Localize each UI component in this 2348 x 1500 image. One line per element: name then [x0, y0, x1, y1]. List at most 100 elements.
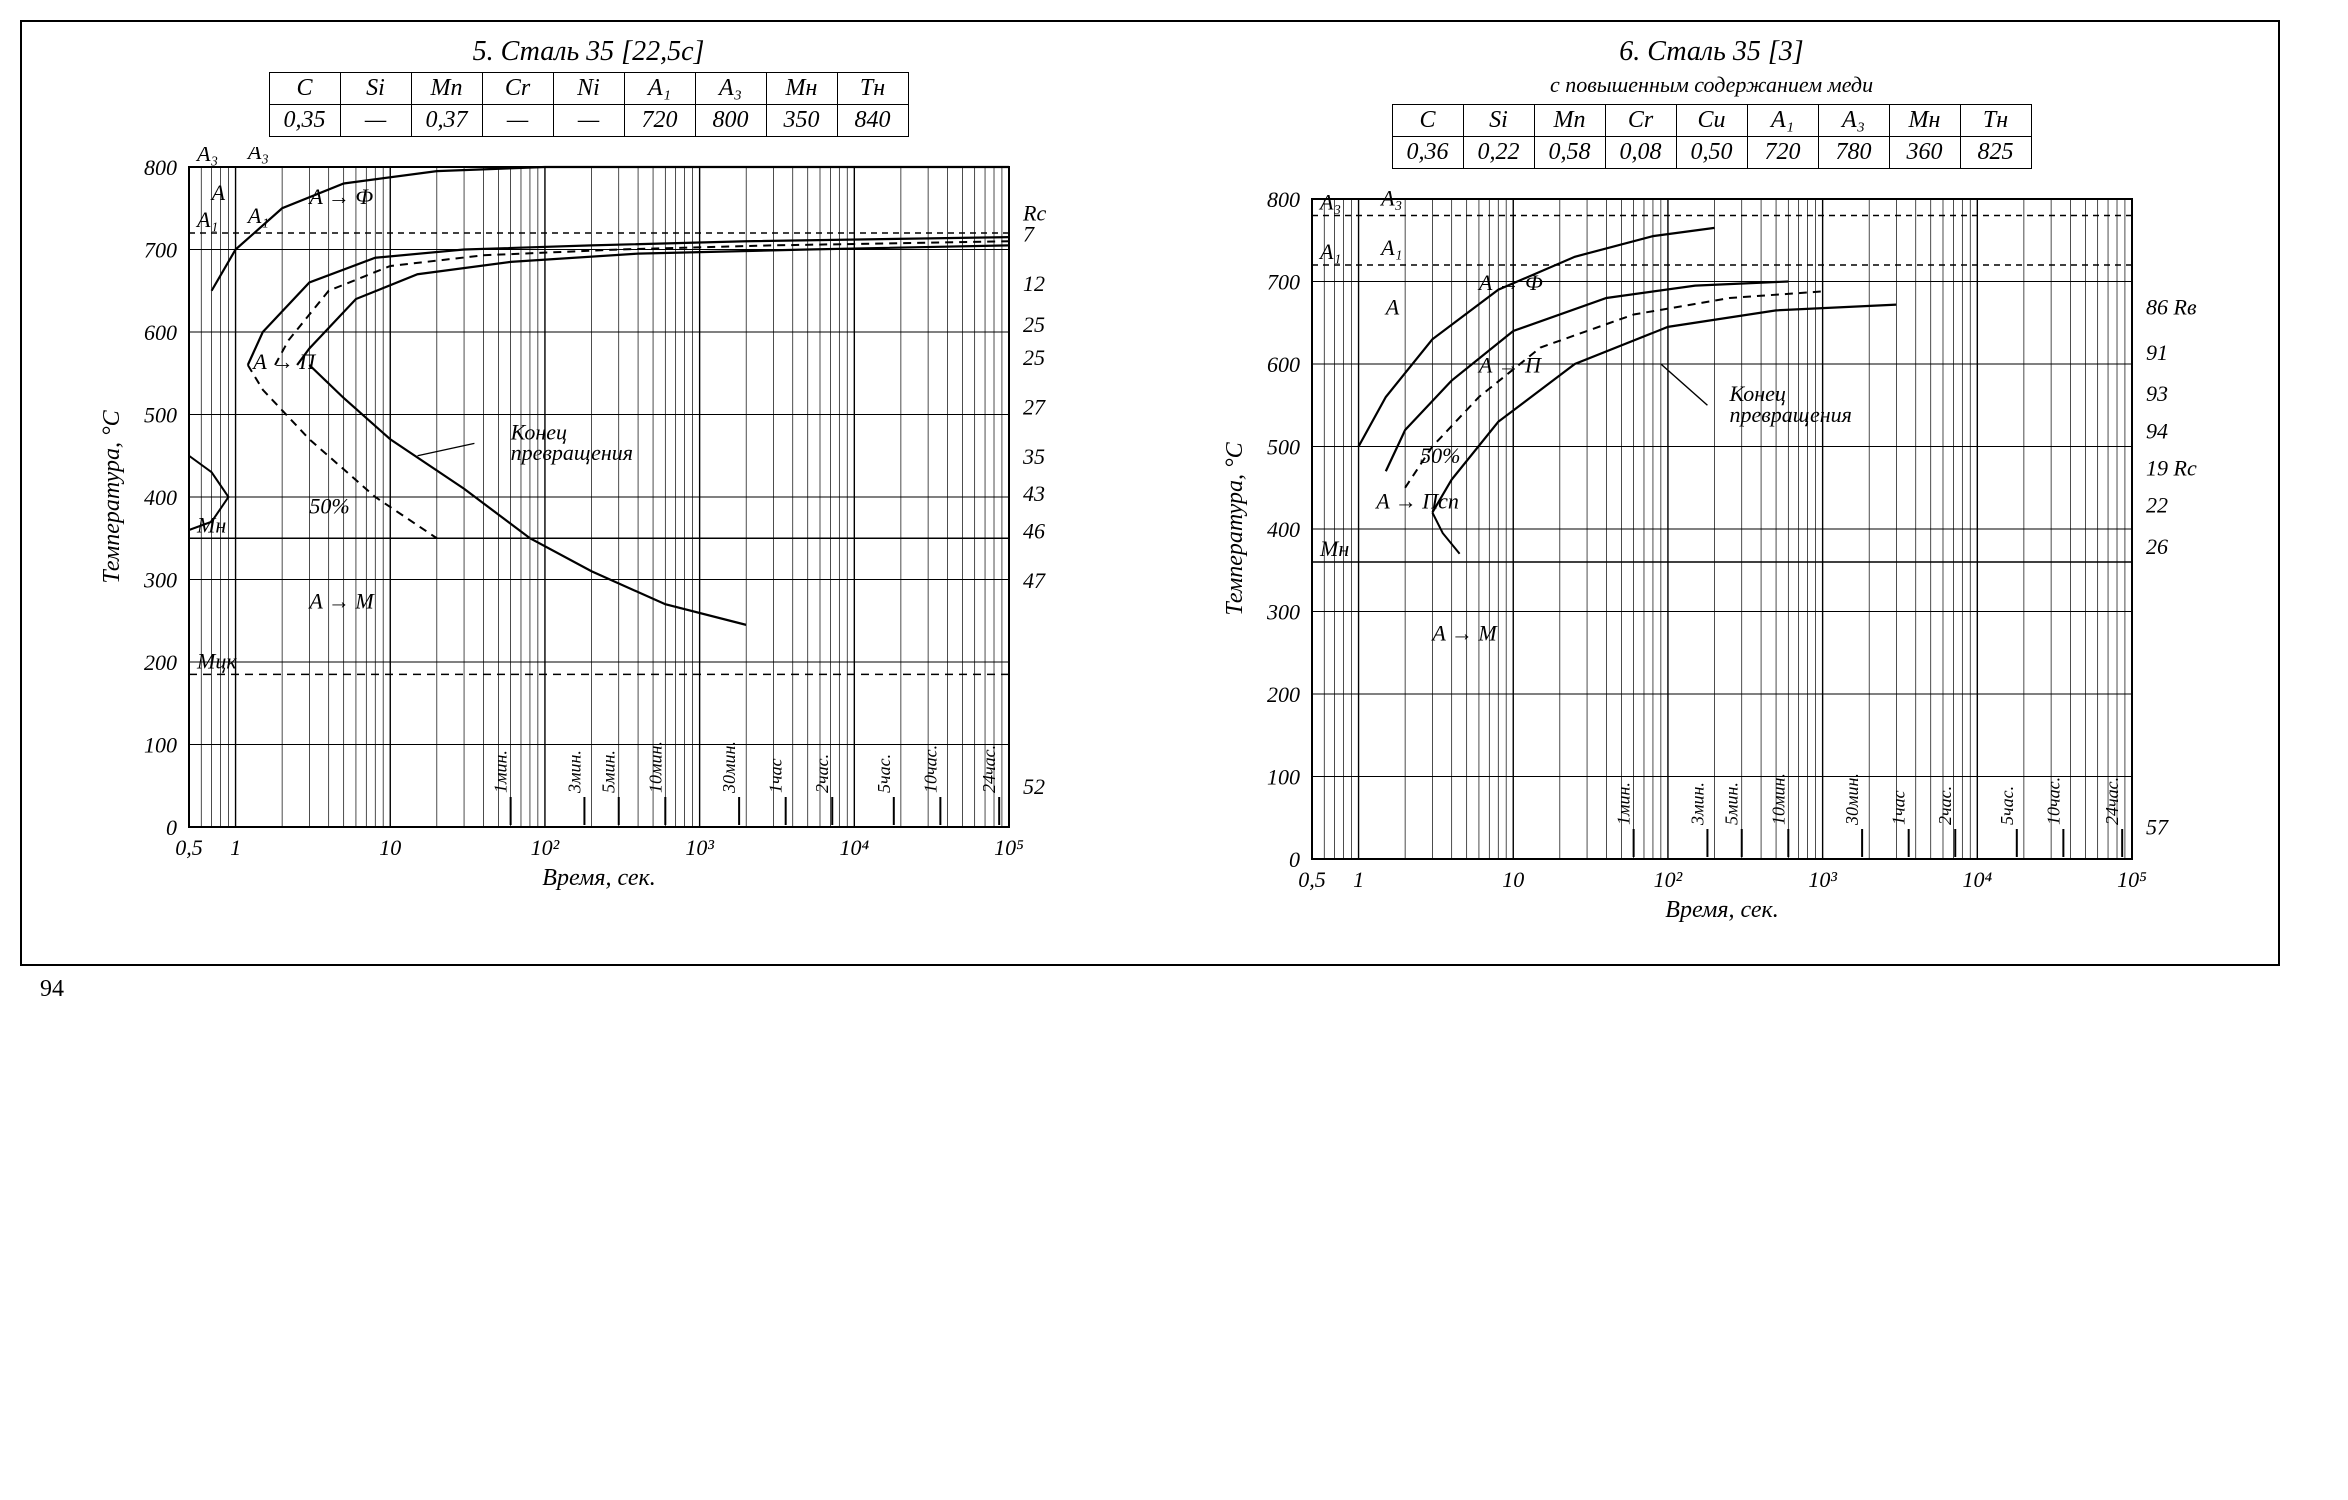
svg-text:0,5: 0,5: [1298, 867, 1326, 892]
table-header-cell: Tн: [1960, 105, 2031, 137]
svg-text:800: 800: [144, 155, 177, 180]
table-header-cell: A₃: [695, 73, 766, 105]
svg-text:A → П: A → П: [1476, 352, 1541, 377]
svg-text:86 Rв: 86 Rв: [2146, 295, 2197, 320]
svg-text:27: 27: [1023, 395, 1046, 420]
table-header-cell: Tн: [837, 73, 908, 105]
svg-text:91: 91: [2146, 340, 2168, 365]
table-cell: 840: [837, 105, 908, 137]
svg-text:A₃: A₃: [1379, 186, 1402, 211]
svg-text:7: 7: [1023, 221, 1035, 246]
table-header-cell: Cr: [482, 73, 553, 105]
page-number: 94: [40, 976, 2328, 1003]
svg-text:A → П: A → П: [251, 349, 316, 374]
svg-text:2час.: 2час.: [1935, 786, 1955, 825]
svg-text:A₃: A₃: [245, 147, 268, 164]
chart-right: 010020030040050060070080011010²10³10⁴10⁵…: [1202, 179, 2222, 939]
svg-text:100: 100: [144, 733, 177, 758]
svg-text:10час.: 10час.: [2043, 777, 2063, 825]
svg-text:A → Псп: A → Псп: [1374, 488, 1459, 513]
svg-text:Температура, °C: Температура, °C: [1222, 441, 1248, 615]
svg-text:10⁴: 10⁴: [839, 835, 869, 860]
table-cell: 0,08: [1605, 137, 1676, 169]
table-cell: —: [553, 105, 624, 137]
svg-text:10: 10: [1502, 867, 1524, 892]
svg-text:19 Rc: 19 Rc: [2146, 455, 2197, 480]
table-cell: 800: [695, 105, 766, 137]
svg-text:30мин.: 30мин.: [719, 741, 739, 794]
panel-title-left: 5. Сталь 35 [22,5с]: [473, 36, 705, 68]
svg-text:5мин.: 5мин.: [1721, 782, 1741, 825]
svg-text:A → M: A → M: [307, 588, 375, 613]
svg-text:30мин.: 30мин.: [1842, 773, 1862, 826]
svg-text:A₃: A₃: [1318, 190, 1341, 215]
chart-left-wrap: 010020030040050060070080011010²10³10⁴10⁵…: [79, 147, 1099, 912]
svg-text:A₃: A₃: [195, 147, 218, 166]
svg-text:2час.: 2час.: [812, 754, 832, 793]
panel-left: 5. Сталь 35 [22,5с] CSiMnCrNiA₁A₃MнTн0,3…: [42, 32, 1135, 944]
svg-text:10⁴: 10⁴: [1962, 867, 1992, 892]
svg-text:22: 22: [2146, 493, 2168, 518]
table-header-cell: Ni: [553, 73, 624, 105]
svg-text:10: 10: [379, 835, 401, 860]
svg-text:500: 500: [1267, 435, 1300, 460]
table-cell: 825: [1960, 137, 2031, 169]
table-header-cell: C: [1392, 105, 1463, 137]
svg-text:94: 94: [2146, 418, 2168, 443]
table-header-cell: C: [269, 73, 340, 105]
composition-table-left: CSiMnCrNiA₁A₃MнTн0,35—0,37——720800350840: [269, 72, 909, 137]
svg-text:A₁: A₁: [1379, 235, 1402, 260]
svg-text:24час.: 24час.: [979, 745, 999, 793]
svg-text:Время, сек.: Время, сек.: [542, 865, 655, 891]
chart-right-wrap: 010020030040050060070080011010²10³10⁴10⁵…: [1202, 179, 2222, 944]
svg-text:57: 57: [2146, 814, 2169, 839]
svg-text:10⁵: 10⁵: [2117, 867, 2147, 892]
svg-text:700: 700: [1267, 270, 1300, 295]
svg-text:5мин.: 5мин.: [598, 750, 618, 793]
svg-text:A: A: [209, 180, 225, 205]
svg-text:800: 800: [1267, 187, 1300, 212]
table-header-cell: A₁: [624, 73, 695, 105]
svg-text:Mн: Mн: [1319, 536, 1349, 561]
svg-text:1: 1: [1353, 867, 1364, 892]
svg-text:0,5: 0,5: [175, 835, 203, 860]
svg-text:24час.: 24час.: [2102, 777, 2122, 825]
svg-text:Время, сек.: Время, сек.: [1665, 897, 1778, 923]
svg-text:1час: 1час: [765, 758, 785, 793]
panel-subtitle-right: с повышенным содержанием меди: [1550, 72, 1873, 98]
table-header-cell: Si: [1463, 105, 1534, 137]
svg-text:43: 43: [1023, 481, 1045, 506]
table-header-cell: Cu: [1676, 105, 1747, 137]
composition-table-right: CSiMnCrCuA₁A₃MнTн0,360,220,580,080,50720…: [1392, 104, 2032, 169]
svg-text:600: 600: [144, 320, 177, 345]
svg-text:10²: 10²: [1653, 867, 1682, 892]
svg-text:A → M: A → M: [1430, 620, 1498, 645]
svg-text:47: 47: [1023, 568, 1046, 593]
svg-text:93: 93: [2146, 381, 2168, 406]
table-cell: 0,22: [1463, 137, 1534, 169]
table-cell: —: [482, 105, 553, 137]
svg-text:A₁: A₁: [195, 207, 218, 232]
svg-text:600: 600: [1267, 352, 1300, 377]
table-cell: 720: [624, 105, 695, 137]
panel-title-right: 6. Сталь 35 [3]: [1619, 36, 1803, 68]
table-cell: 0,50: [1676, 137, 1747, 169]
svg-text:200: 200: [1267, 682, 1300, 707]
svg-text:200: 200: [144, 650, 177, 675]
panel-right: 6. Сталь 35 [3] с повышенным содержанием…: [1165, 32, 2258, 944]
chart-left: 010020030040050060070080011010²10³10⁴10⁵…: [79, 147, 1099, 907]
svg-text:Mцк: Mцк: [196, 648, 237, 673]
svg-text:400: 400: [1267, 517, 1300, 542]
table-cell: 780: [1818, 137, 1889, 169]
svg-text:400: 400: [144, 485, 177, 510]
svg-text:A → Ф: A → Ф: [307, 184, 373, 209]
svg-text:1час: 1час: [1888, 790, 1908, 825]
svg-text:10²: 10²: [530, 835, 559, 860]
svg-text:500: 500: [144, 403, 177, 428]
svg-text:3мин.: 3мин.: [1687, 782, 1707, 826]
table-cell: 350: [766, 105, 837, 137]
svg-text:превращения: превращения: [510, 440, 632, 465]
svg-text:5час.: 5час.: [1996, 786, 2016, 825]
table-header-cell: Mn: [411, 73, 482, 105]
svg-text:50%: 50%: [309, 494, 349, 519]
